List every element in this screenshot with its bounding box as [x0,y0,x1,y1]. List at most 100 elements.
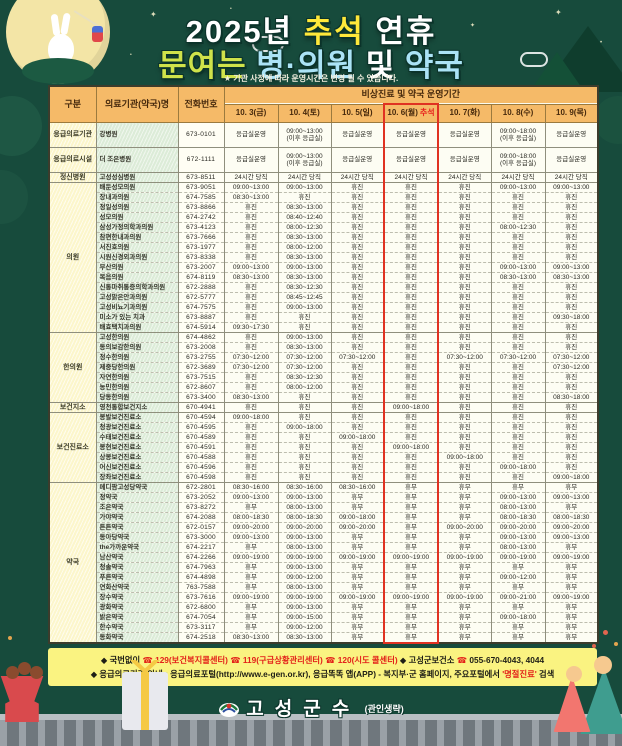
title-rest: 연휴 [364,14,437,49]
facility-name-cell: 가야약국 [95,512,179,523]
day-cell: 휴진 [383,252,439,263]
phone-cell: 673-7616 [177,592,225,603]
day-cell: 휴진 [437,382,492,393]
facility-name-cell: 신통마취통증의학과의원 [95,282,179,293]
day-cell: 휴진 [223,422,279,433]
phone-cell: 670-4595 [177,422,225,433]
day-cell: 휴진 [330,272,385,283]
day-cell: 휴진 [383,352,439,363]
group-label: 약국 [48,482,97,643]
phone-cell: 674-7054 [177,612,225,623]
phone-cell: 674-2742 [177,212,225,223]
footer-segment: ◆ 국번없이 [100,655,143,665]
title-chuseok: 추석 [303,14,365,49]
day-cell: 휴진 [437,252,492,263]
table-row: 어신보건진료소 670-4596 휴진 휴진 휴진 휴진 휴진 09:00~18:00 휴진 [49,462,599,473]
day-cell: 09:00~20:00 [277,522,332,533]
day-cell: 휴진 [330,202,385,213]
day-cell: 09:00~13:00 [490,532,546,543]
day-cell: 휴무 [330,542,385,553]
facility-name-cell: 동아당약국 [95,532,179,543]
table-row: 청솔약국 674-7963 휴무 09:00~13:00 휴무 휴무 휴무 휴무 휴무 [49,562,599,573]
day-cell: 휴무 [383,632,439,644]
table-row: 응급의료시설 더 조은병원 672-1111 응급실운영 09:00~13:00 (이후… [48,147,599,173]
phone-cell: 674-7575 [177,302,225,313]
day-cell: 휴진 [383,412,439,423]
day-cell: 휴진 [223,442,279,453]
day-cell: 휴진 [544,212,599,223]
day-cell: 09:00~18:00 [223,412,279,423]
day-cell: 휴진 [277,472,332,483]
day-cell: 휴진 [544,422,599,433]
phone-cell: 673-0101 [177,122,225,148]
phone-cell: 673-2755 [177,352,225,363]
day-cell: 휴진 [437,232,492,243]
day-cell: 휴무 [223,502,279,513]
day-cell: 휴진 [437,212,492,223]
day-cell: 08:00~18:30 [277,512,332,523]
table-row: 시원신경외과의원 673-8338 휴진 08:30~13:00 휴진 휴진 휴진 휴진 휴진 [49,252,599,263]
day-cell: 08:00~12:30 [490,222,546,233]
day-cell: 휴진 [330,322,385,333]
day-cell: 08:00~12:00 [277,382,332,393]
day-cell: 09:00~13:00 [544,492,599,503]
day-cell: 24시간 당직 [437,172,492,183]
day-cell: 08:45~12:45 [277,292,332,303]
day-cell: 응급실운영 [544,147,599,173]
day-cell: 09:00~13:00 [277,302,332,313]
day-cell: 휴진 [490,282,546,293]
day-cell: 휴무 [383,502,439,513]
day-cell: 09:00~18:00 (이후 응급실) [490,147,546,173]
facility-name-cell: 정일성의원 [95,202,179,213]
day-cell: 09:00~13:00 [544,262,599,273]
facility-name-cell: 삼성가정의학과의원 [95,222,179,233]
day-cell: 휴무 [437,562,492,573]
phone-cell: 670-4596 [177,462,225,473]
phone-cell: 670-4594 [177,412,225,423]
day-cell: 09:00~15:00 [277,612,332,623]
day-cell: 휴진 [223,202,279,213]
day-cell: 휴진 [223,452,279,463]
day-cell: 09:00~19:00 [383,592,439,603]
day-cell: 휴진 [383,182,439,193]
poster-title-line2: 문여는 병·의원 및 약국 [0,40,622,85]
table-row: 동화약국 674-2518 08:30~13:00 08:30~13:00 휴무 휴무 휴무… [49,632,599,644]
day-cell: 휴진 [330,312,385,323]
day-cell: 휴무 [223,582,279,593]
day-cell: 휴진 [223,212,279,223]
day-cell: 08:30~13:00 [277,272,332,283]
day-cell: 08:00~18:30 [223,512,279,523]
day-cell: 09:00~20:00 [544,522,599,533]
day-cell: 09:00~13:00 [277,562,332,573]
facility-name-cell: 농민한의원 [95,382,179,393]
day-cell: 09:00~19:00 [330,552,385,563]
table-row: 푸른약국 674-4898 휴무 09:00~12:00 휴무 휴무 휴무 09:00~12:… [49,572,599,583]
table-row: 상봉보건진료소 670-4588 휴진 휴진 휴진 휴진 09:00~18:00 휴진 휴진 [49,452,599,463]
day-cell: 휴진 [383,452,439,463]
fence-illustration [0,720,622,746]
day-cell: 휴무 [437,532,492,543]
day-cell: 휴진 [223,472,279,483]
day-cell: 08:30~13:00 [223,272,279,283]
day-cell: 08:30~13:00 [490,272,546,283]
day-cell: 휴진 [490,472,546,483]
day-cell: 휴진 [330,342,385,353]
day-cell: 휴무 [330,572,385,583]
day-cell: 08:30~13:00 [223,392,279,403]
day-cell: 휴진 [383,302,439,313]
table-row: 보건지소 영천통합보건지소 670-4941 휴진 휴진 휴진 09:00~18:00 휴진 휴… [48,402,599,413]
phone-cell: 673-8866 [177,202,225,213]
day-cell: 휴무 [544,572,599,583]
facility-name-cell: 강병원 [95,122,179,148]
day-cell: 휴진 [544,332,599,343]
date-header: 10. 5(일) [330,103,385,123]
day-cell: 휴진 [544,372,599,383]
day-cell: 휴진 [544,222,599,233]
date-header: 10. 6(월) 추석 [383,103,439,123]
day-cell: 휴진 [330,242,385,253]
day-cell: 휴무 [383,522,439,533]
facility-name-cell: 조은약국 [95,502,179,513]
facility-name-cell: 자연한의원 [95,372,179,383]
table-row: 신통마취통증의학과의원 672-2888 휴진 08:30~12:30 휴진 휴진 휴진 휴진… [49,282,599,293]
day-cell: 휴무 [383,572,439,583]
